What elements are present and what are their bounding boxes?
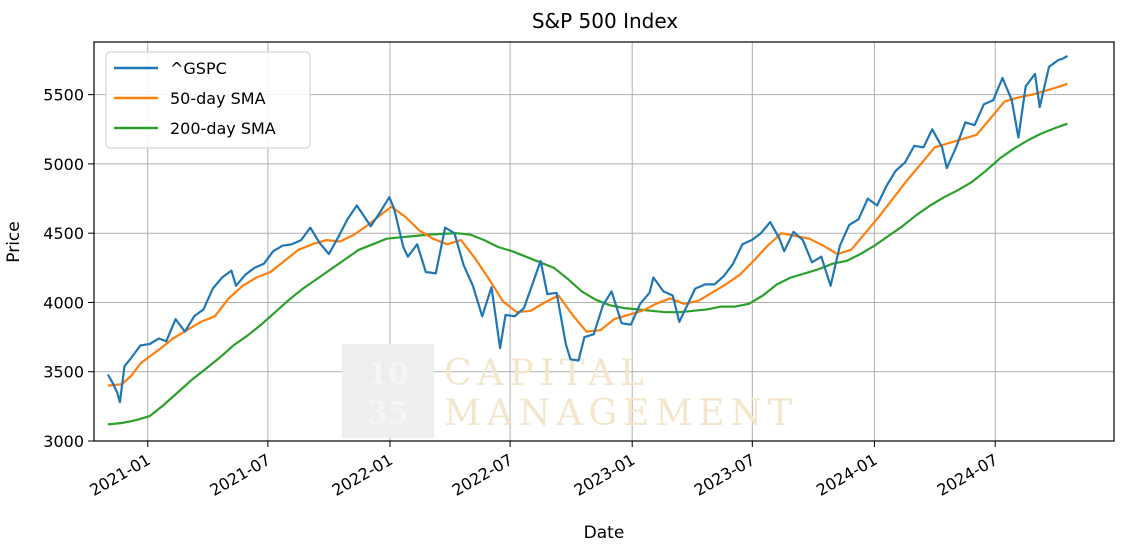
y-tick-label: 3500 [43, 363, 84, 382]
watermark-line2: MANAGEMENT [444, 393, 798, 434]
y-tick-label: 4000 [43, 293, 84, 312]
watermark-logo-box [342, 344, 434, 438]
series-lines [106, 54, 1069, 426]
legend-label-sma50: 50-day SMA [170, 89, 266, 108]
watermark-number-top: 10 [367, 357, 409, 392]
y-tick-label: 5500 [43, 86, 84, 105]
series-line-sma200 [107, 122, 1068, 426]
plot-frame [93, 41, 1115, 442]
series-line-sma50 [107, 82, 1068, 387]
legend-label-sma200: 200-day SMA [170, 119, 276, 138]
legend-box [105, 51, 311, 149]
y-axis-title: Price [4, 221, 24, 262]
y-tick-label: 5000 [43, 155, 84, 174]
y-tick-label: 3000 [43, 432, 84, 451]
watermark-line1: CAPITAL [444, 353, 650, 394]
watermark: 10 35 CAPITAL MANAGEMENT [342, 344, 798, 438]
legend: ^GSPC 50-day SMA 200-day SMA [105, 51, 311, 149]
y-tick-label: 4500 [43, 224, 84, 243]
chart-title: S&P 500 Index [532, 9, 678, 33]
x-axis-title: Date [584, 523, 625, 543]
series-line-gspc [106, 54, 1069, 404]
legend-label-gspc: ^GSPC [170, 59, 227, 78]
watermark-number-bottom: 35 [367, 396, 409, 431]
